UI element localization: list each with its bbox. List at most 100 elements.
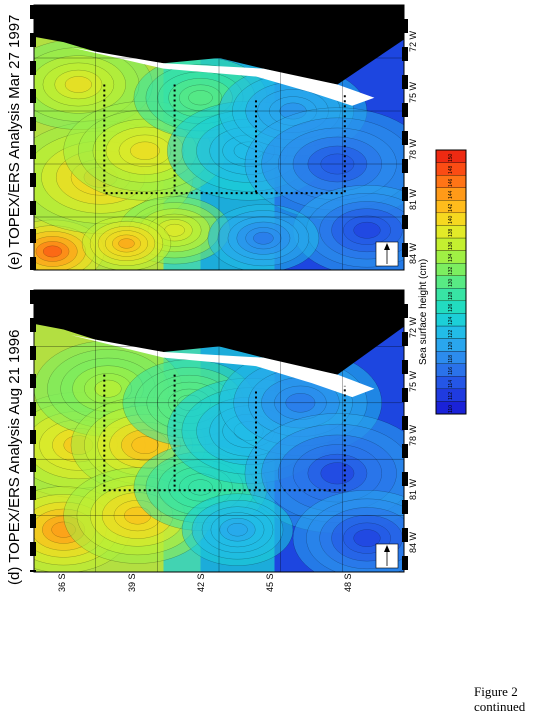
no-data-strip <box>71 47 375 106</box>
border-tick <box>30 318 36 332</box>
lat-tick-36s: 36 S <box>57 573 67 592</box>
contour-blob <box>42 245 63 258</box>
lat-tick-39s: 39 S <box>127 573 137 592</box>
colorbar-tick-label: 140 <box>448 216 454 225</box>
colorbar-tick-label: 146 <box>448 178 454 187</box>
border-tick <box>30 145 36 159</box>
contour-blob <box>353 529 381 547</box>
panel-d-lon-tick-75w: 75 W <box>408 370 418 392</box>
border-tick <box>402 47 408 61</box>
panel-d-map <box>30 289 408 573</box>
caption-line-2: continued <box>474 699 526 714</box>
border-tick <box>402 103 408 117</box>
colorbar-tick-label: 144 <box>448 190 454 200</box>
border-tick <box>402 416 408 430</box>
border-tick <box>402 472 408 486</box>
border-tick <box>402 75 408 89</box>
colorbar-tick-label: 112 <box>448 392 454 401</box>
panel-d-title: (d) TOPEX/ERS Analysis Aug 21 1996 <box>6 329 23 585</box>
border-tick <box>30 117 36 131</box>
border-tick <box>30 5 36 19</box>
panel-d-lon-tick-84w: 84 W <box>408 531 418 553</box>
lat-tick-42s: 42 S <box>196 573 206 592</box>
border-tick <box>30 229 36 243</box>
colorbar-tick-label: 150 <box>448 153 454 162</box>
lat-tick-48s: 48 S <box>343 573 353 592</box>
colorbar-tick-label: 122 <box>448 329 454 338</box>
border-tick <box>30 430 36 444</box>
panel-e-map <box>30 4 408 271</box>
border-tick <box>402 332 408 346</box>
panel-e-lon-tick-81w: 81 W <box>408 188 418 210</box>
panel-e-lon-tick-72w: 72 W <box>408 30 418 52</box>
border-tick <box>402 131 408 145</box>
panel-d-lon-tick-78w: 78 W <box>408 424 418 446</box>
border-tick <box>30 542 36 556</box>
contour-blob <box>253 231 274 245</box>
border-tick <box>402 528 408 542</box>
contour-blob <box>130 141 160 160</box>
colorbar-tick-label: 138 <box>448 228 454 237</box>
contour-blob <box>320 462 355 485</box>
analysis-region-outline <box>103 374 346 492</box>
colorbar-tick-label: 142 <box>448 203 454 212</box>
colorbar-tick-label: 124 <box>448 316 454 325</box>
border-tick <box>402 304 408 318</box>
contour-blob <box>118 238 135 249</box>
contour-blob <box>188 90 213 106</box>
contour-blob <box>227 523 248 537</box>
colorbar-tick-label: 118 <box>448 354 454 363</box>
border-tick <box>402 556 408 570</box>
border-tick <box>402 159 408 173</box>
colorbar-tick-label: 116 <box>448 367 454 376</box>
colorbar-tick-label: 132 <box>448 266 454 275</box>
panel-d-lon-tick-81w: 81 W <box>408 478 418 500</box>
border-tick <box>402 500 408 514</box>
analysis-region-outline <box>103 84 346 195</box>
colorbar-tick-label: 136 <box>448 241 454 250</box>
border-tick <box>402 215 408 229</box>
north-arrow-head <box>384 545 390 552</box>
colorbar-title: Sea surface height (cm) <box>418 258 429 365</box>
border-tick <box>30 458 36 472</box>
border-tick <box>30 290 36 304</box>
colorbar-tick-label: 128 <box>448 291 454 300</box>
contour-blob <box>131 436 159 454</box>
figure-caption: Figure 2 continued <box>474 684 525 714</box>
border-tick <box>402 444 408 458</box>
panel-e-lon-tick-78w: 78 W <box>408 138 418 160</box>
border-tick <box>402 388 408 402</box>
border-tick <box>30 570 36 572</box>
border-tick <box>30 89 36 103</box>
colorbar-tick-label: 120 <box>448 341 454 351</box>
border-tick <box>30 514 36 528</box>
contour-blob <box>94 379 122 398</box>
border-tick <box>30 402 36 416</box>
colorbar-tick-label: 130 <box>448 278 454 288</box>
north-arrow-head <box>384 243 390 250</box>
border-tick <box>30 374 36 388</box>
sea-surface-field <box>34 5 404 270</box>
caption-line-1: Figure 2 <box>474 684 518 699</box>
border-tick <box>30 257 36 270</box>
border-tick <box>30 61 36 75</box>
border-tick <box>402 187 408 201</box>
panel-e-lon-tick-75w: 75 W <box>408 81 418 103</box>
colorbar-tick-label: 134 <box>448 253 454 263</box>
panel-d-lon-tick-72w: 72 W <box>408 316 418 338</box>
sea-surface-field <box>34 290 404 572</box>
contour-blob <box>64 76 92 93</box>
border-tick <box>402 19 408 33</box>
lat-tick-45s: 45 S <box>265 573 275 592</box>
colorbar-tick-label: 114 <box>448 379 454 388</box>
colorbar-frame <box>435 149 467 415</box>
colorbar-tick-label: 126 <box>448 304 454 313</box>
border-tick <box>30 201 36 215</box>
border-tick <box>30 33 36 47</box>
no-data-strip <box>71 335 375 398</box>
border-tick <box>402 243 408 257</box>
border-tick <box>30 346 36 360</box>
colorbar-tick-label: 148 <box>448 165 454 175</box>
panel-e-lon-tick-84w: 84 W <box>408 242 418 264</box>
